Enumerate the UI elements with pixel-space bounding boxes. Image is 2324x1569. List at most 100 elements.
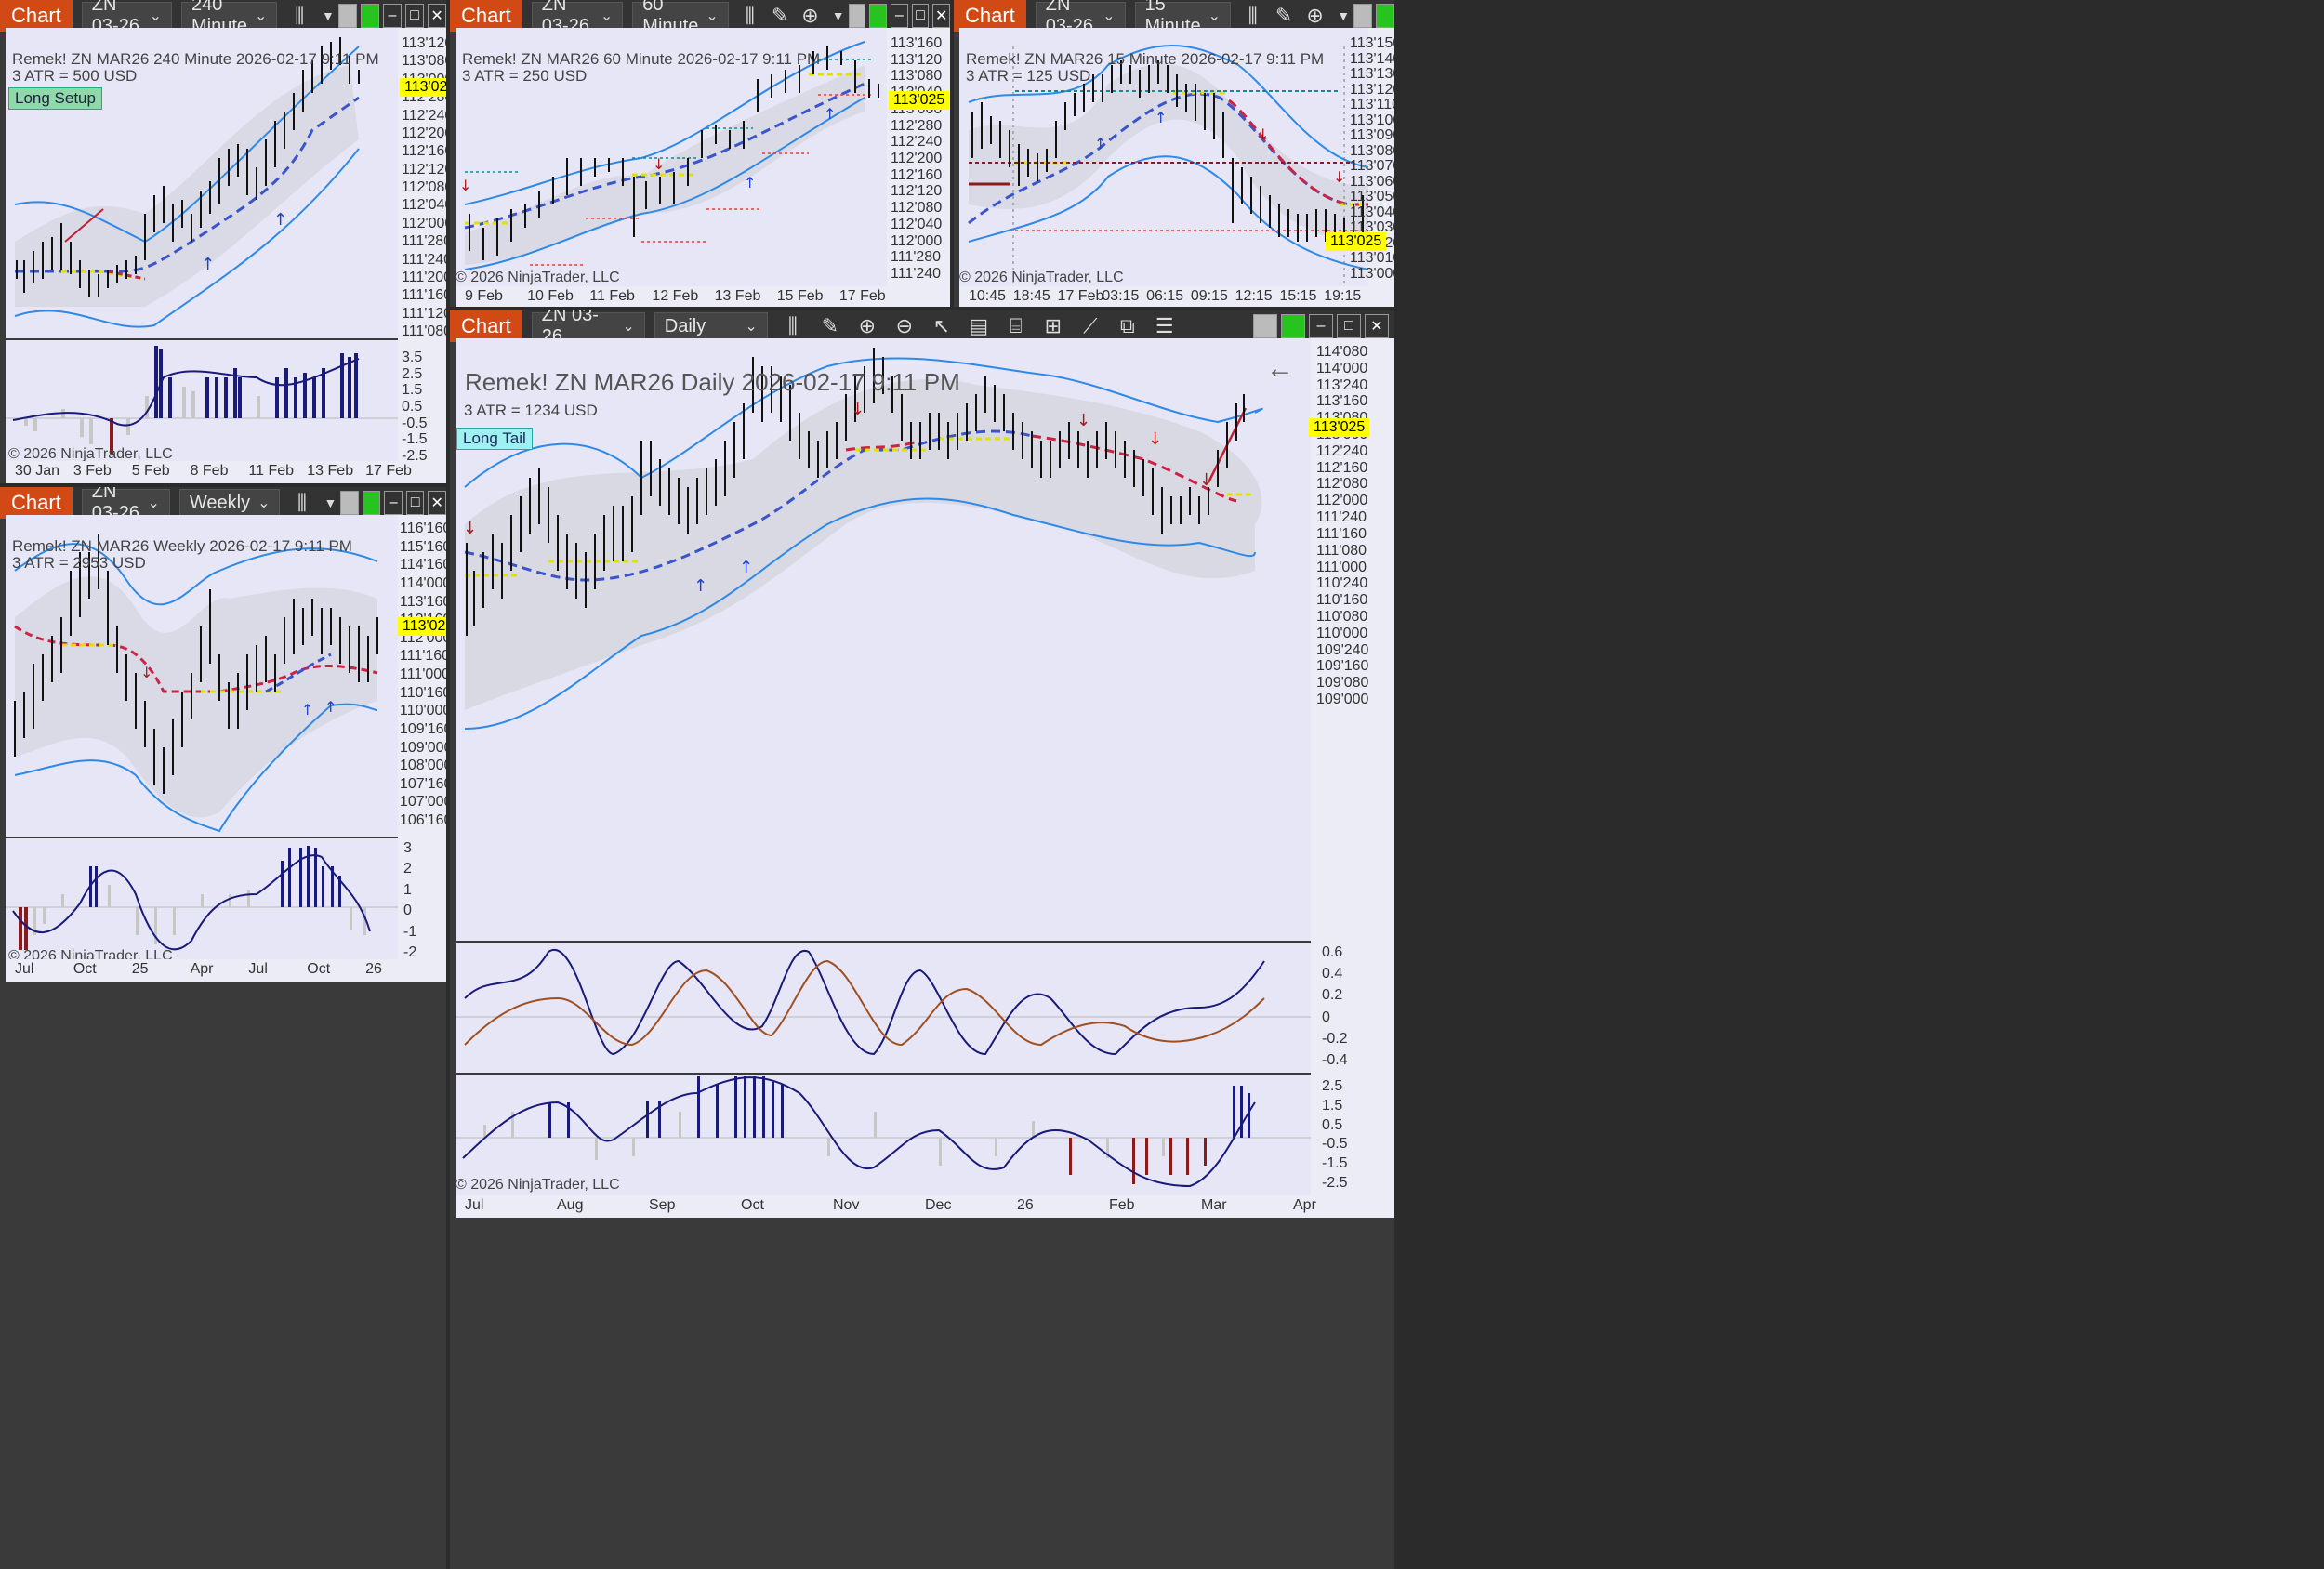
chart-tab[interactable]: Chart	[0, 0, 73, 32]
chart-trader-icon[interactable]: ⧉	[1119, 314, 1135, 337]
link-color-button[interactable]	[340, 491, 359, 515]
price-tick-label: -0.2	[1322, 1030, 1348, 1047]
close-button[interactable]: ✕	[1365, 314, 1389, 338]
bar-type-icon[interactable]: ⫼	[1248, 4, 1258, 27]
time-axis-label: Mar	[1201, 1197, 1227, 1213]
draw-tool-icon[interactable]: ✎	[771, 4, 789, 27]
zoom-icon[interactable]: ⊕	[1306, 4, 1324, 27]
link-color-button[interactable]	[848, 4, 866, 28]
atr-label: 3 ATR = 500 USD	[12, 67, 138, 85]
back-arrow-icon[interactable]: ←	[1266, 353, 1294, 384]
list-icon[interactable]: ☰	[1155, 314, 1174, 337]
maximize-button[interactable]: □	[405, 491, 425, 515]
price-tick-label: 113'050	[1350, 189, 1394, 205]
pointer-icon[interactable]: ↖	[932, 314, 951, 337]
dropdown-arrow-icon[interactable]: ▼	[321, 8, 335, 23]
status-indicator-button[interactable]	[360, 4, 379, 28]
link-color-button[interactable]	[1253, 314, 1277, 338]
sell-arrow-icon: ↓	[140, 664, 152, 681]
link-color-button[interactable]	[337, 4, 357, 28]
price-tick-label: 113'030	[1350, 219, 1394, 236]
maximize-button[interactable]: □	[404, 4, 424, 28]
dropdown-arrow-icon[interactable]: ▼	[324, 495, 337, 510]
price-tick-label: 112'200	[402, 125, 446, 141]
chart-tab[interactable]: Chart	[0, 487, 73, 519]
status-indicator-button[interactable]	[362, 491, 381, 515]
chart-tab[interactable]: Chart	[954, 0, 1026, 32]
price-tick-label: 113'100	[1350, 112, 1394, 128]
status-indicator-button[interactable]	[1376, 4, 1394, 28]
bar-type-icon[interactable]: ⫼	[295, 4, 305, 27]
draw-tool-icon[interactable]: ✎	[1274, 4, 1293, 27]
chevron-down-icon: ⌄	[149, 8, 162, 24]
interval-select[interactable]: 60 Minute ⌄	[632, 0, 729, 36]
interval-value: Daily	[664, 315, 706, 336]
toolbar: Chart ZN 03-26 ⌄ 240 Minute ⌄ ⫼ ▼ ‒ □ ✕	[0, 0, 446, 36]
price-panel: ↓ ↑ ↑ Remek! ZN MAR26 Weekly 2026-02-17 …	[6, 515, 398, 837]
buy-arrow-icon: ↑	[201, 255, 215, 274]
strategy-icon[interactable]: ⊞	[1044, 314, 1063, 337]
interval-select[interactable]: 15 Minute ⌄	[1134, 0, 1231, 36]
zoom-in-icon[interactable]: ⊕	[858, 314, 877, 337]
chart-tab[interactable]: Chart	[450, 310, 522, 342]
minimize-button[interactable]: ‒	[384, 491, 403, 515]
close-button[interactable]: ✕	[428, 4, 446, 28]
chart-tab[interactable]: Chart	[450, 0, 522, 32]
maximize-button[interactable]: □	[1337, 314, 1361, 338]
chart-window-15-minute: Chart ZN 03-26 ⌄ 15 Minute ⌄ ⫼ ✎ ⊕ ▼ ↑	[954, 0, 1394, 307]
status-indicator-button[interactable]	[869, 4, 887, 28]
data-box-icon[interactable]: ▤	[969, 314, 989, 337]
interval-select[interactable]: 240 Minute ⌄	[180, 0, 278, 36]
instrument-select[interactable]: ZN 03-26 ⌄	[531, 0, 624, 36]
minimize-button[interactable]: ‒	[382, 4, 402, 28]
interval-select[interactable]: Weekly ⌄	[178, 489, 281, 517]
sell-arrow-icon: ↓	[1076, 411, 1090, 430]
instrument-select[interactable]: ZN 03-26 ⌄	[1035, 0, 1126, 36]
indicator-icon[interactable]: ⟋	[1083, 314, 1098, 337]
status-indicator-button[interactable]	[1281, 314, 1305, 338]
price-tick-label: 0.5	[402, 399, 423, 415]
price-tick-label: -2	[403, 944, 417, 960]
sell-arrow-icon: ↓	[463, 519, 477, 538]
interval-select[interactable]: Daily ⌄	[654, 312, 768, 340]
properties-icon[interactable]: ⌸	[1010, 314, 1023, 337]
time-axis-label: Nov	[833, 1197, 860, 1213]
zoom-icon[interactable]: ⊕	[801, 4, 819, 27]
time-axis-label: Sep	[649, 1197, 676, 1213]
bar-type-icon[interactable]: ⫼	[787, 314, 798, 337]
zoom-out-icon[interactable]: ⊖	[895, 314, 914, 337]
time-axis-label: 12 Feb	[652, 288, 699, 304]
price-tick-label: 112'240	[1316, 442, 1368, 459]
chevron-down-icon: ⌄	[622, 319, 635, 335]
minimize-button[interactable]: ‒	[1309, 314, 1333, 338]
price-tick-label: 0.2	[1322, 987, 1343, 1004]
draw-tool-icon[interactable]: ✎	[821, 314, 839, 337]
price-tick-label: 0	[1322, 1009, 1330, 1025]
close-button[interactable]: ✕	[428, 491, 446, 515]
dropdown-arrow-icon[interactable]: ▼	[1337, 8, 1351, 23]
dropdown-arrow-icon[interactable]: ▼	[831, 8, 845, 23]
instrument-select[interactable]: ZN 03-26 ⌄	[81, 487, 170, 523]
price-tick-label: 110'000	[400, 703, 446, 719]
price-tick-label: 111'240	[402, 251, 446, 268]
instrument-select[interactable]: ZN 03-26 ⌄	[81, 0, 172, 36]
price-tick-label: 113'060	[1350, 173, 1394, 190]
time-axis-label: 11 Feb	[589, 288, 635, 304]
oscillator-panel: © 2026 NinjaTrader, LLC	[6, 838, 398, 964]
bar-type-icon[interactable]: ⫼	[745, 4, 755, 27]
price-tick-label: 111'200	[402, 269, 446, 285]
last-price-tag: 113'025	[400, 78, 446, 97]
instrument-select[interactable]: ZN 03-26 ⌄	[531, 310, 645, 347]
close-button[interactable]: ✕	[932, 4, 950, 28]
time-axis-label: 3 Feb	[73, 463, 112, 479]
bar-type-icon[interactable]: ⫼	[297, 491, 308, 514]
minimize-button[interactable]: ‒	[890, 4, 908, 28]
maximize-button[interactable]: □	[911, 4, 930, 28]
price-tick-label: 112'040	[891, 216, 943, 232]
time-axis-label: 15 Feb	[776, 288, 824, 304]
time-axis: 9 Feb 10 Feb 11 Feb 12 Feb 13 Feb 15 Feb 17 Fe…	[456, 286, 950, 307]
price-tick-label: 109'080	[1316, 675, 1369, 692]
last-price-tag: 113'025	[889, 91, 950, 110]
price-tick-label: 111'280	[891, 249, 942, 266]
link-color-button[interactable]	[1353, 4, 1373, 28]
